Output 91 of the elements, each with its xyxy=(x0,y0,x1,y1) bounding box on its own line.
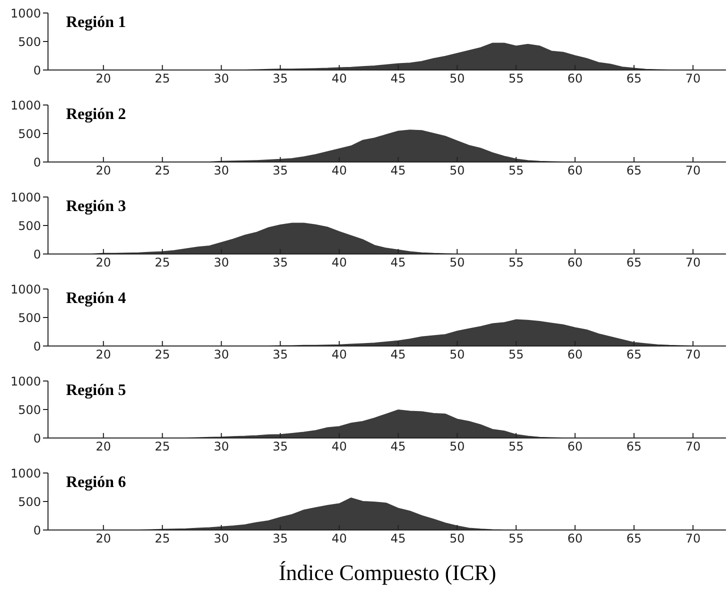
x-tick-label: 45 xyxy=(390,72,406,86)
x-tick-label: 40 xyxy=(332,348,347,362)
y-tick-label: 1000 xyxy=(10,282,41,296)
x-tick-label: 40 xyxy=(332,256,347,270)
x-tick-label: 50 xyxy=(450,164,465,178)
x-axis-title: Índice Compuesto (ICR) xyxy=(278,560,498,586)
x-tick-label: 65 xyxy=(626,440,642,454)
x-tick-label: 35 xyxy=(272,164,288,178)
x-tick-label: 40 xyxy=(332,164,347,178)
x-tick-label: 30 xyxy=(214,440,229,454)
x-tick-label: 50 xyxy=(450,440,465,454)
chart-title: Región 4 xyxy=(66,290,126,308)
x-tick-label: 65 xyxy=(626,72,642,86)
y-tick-label: 500 xyxy=(18,310,41,325)
y-tick-label: 1000 xyxy=(10,466,41,480)
x-tick-label: 45 xyxy=(390,164,406,178)
x-tick-label: 20 xyxy=(96,256,112,270)
x-tick-label: 70 xyxy=(685,164,701,178)
x-tick-label: 50 xyxy=(450,532,465,546)
chart-title: Región 5 xyxy=(66,382,126,400)
x-tick-label: 25 xyxy=(154,164,170,178)
y-tick-label: 500 xyxy=(18,218,41,233)
chart-title: Región 2 xyxy=(66,106,126,124)
chart-title: Región 6 xyxy=(66,474,126,492)
x-tick-label: 35 xyxy=(272,532,288,546)
x-tick-label: 70 xyxy=(685,348,701,362)
x-tick-label: 65 xyxy=(626,348,642,362)
x-tick-label: 55 xyxy=(508,72,524,86)
x-tick-label: 65 xyxy=(626,256,642,270)
x-tick-label: 45 xyxy=(390,532,406,546)
chart-title: Región 3 xyxy=(66,198,126,216)
x-tick-label: 35 xyxy=(272,348,288,362)
y-tick-label: 0 xyxy=(33,523,41,538)
y-tick-label: 500 xyxy=(18,494,41,509)
x-tick-label: 40 xyxy=(332,532,347,546)
y-tick-label: 0 xyxy=(33,155,41,170)
x-tick-label: 60 xyxy=(567,164,583,178)
x-tick-label: 35 xyxy=(272,256,288,270)
x-tick-label: 60 xyxy=(567,348,583,362)
y-tick-label: 500 xyxy=(18,402,41,417)
x-tick-label: 70 xyxy=(685,72,701,86)
y-tick-label: 500 xyxy=(18,34,41,49)
y-tick-label: 0 xyxy=(33,247,41,262)
y-tick-label: 1000 xyxy=(10,190,41,204)
y-tick-label: 1000 xyxy=(10,98,41,112)
x-tick-label: 40 xyxy=(332,72,347,86)
y-tick-label: 0 xyxy=(33,339,41,354)
x-tick-label: 25 xyxy=(154,256,170,270)
x-tick-label: 60 xyxy=(567,72,583,86)
x-tick-label: 30 xyxy=(214,164,229,178)
chart-title: Región 1 xyxy=(66,14,126,32)
x-tick-label: 25 xyxy=(154,532,170,546)
x-tick-label: 70 xyxy=(685,256,701,270)
x-tick-label: 35 xyxy=(272,440,288,454)
x-tick-label: 55 xyxy=(508,440,524,454)
x-tick-label: 35 xyxy=(272,72,288,86)
x-tick-label: 55 xyxy=(508,532,524,546)
x-tick-label: 50 xyxy=(450,256,465,270)
x-tick-label: 25 xyxy=(154,440,170,454)
y-tick-label: 0 xyxy=(33,63,41,78)
x-tick-label: 50 xyxy=(450,72,465,86)
x-tick-label: 60 xyxy=(567,440,583,454)
x-tick-label: 25 xyxy=(154,72,170,86)
x-tick-label: 25 xyxy=(154,348,170,362)
y-tick-label: 0 xyxy=(33,431,41,446)
x-tick-label: 20 xyxy=(96,72,112,86)
x-tick-label: 30 xyxy=(214,348,229,362)
x-tick-label: 20 xyxy=(96,440,112,454)
y-tick-label: 1000 xyxy=(10,6,41,20)
x-tick-label: 65 xyxy=(626,532,642,546)
x-tick-label: 55 xyxy=(508,256,524,270)
y-tick-label: 1000 xyxy=(10,374,41,388)
x-tick-label: 60 xyxy=(567,532,583,546)
x-tick-label: 45 xyxy=(390,256,406,270)
x-tick-label: 45 xyxy=(390,348,406,362)
x-tick-label: 55 xyxy=(508,164,524,178)
x-tick-label: 45 xyxy=(390,440,406,454)
x-tick-label: 40 xyxy=(332,440,347,454)
x-tick-label: 70 xyxy=(685,532,701,546)
x-tick-label: 20 xyxy=(96,532,112,546)
y-tick-label: 500 xyxy=(18,126,41,141)
x-tick-label: 50 xyxy=(450,348,465,362)
x-tick-label: 30 xyxy=(214,532,229,546)
x-tick-label: 55 xyxy=(508,348,524,362)
x-tick-label: 65 xyxy=(626,164,642,178)
x-tick-label: 30 xyxy=(214,72,229,86)
x-tick-label: 70 xyxy=(685,440,701,454)
x-tick-label: 20 xyxy=(96,164,112,178)
x-tick-label: 20 xyxy=(96,348,112,362)
x-tick-label: 60 xyxy=(567,256,583,270)
x-tick-label: 30 xyxy=(214,256,229,270)
